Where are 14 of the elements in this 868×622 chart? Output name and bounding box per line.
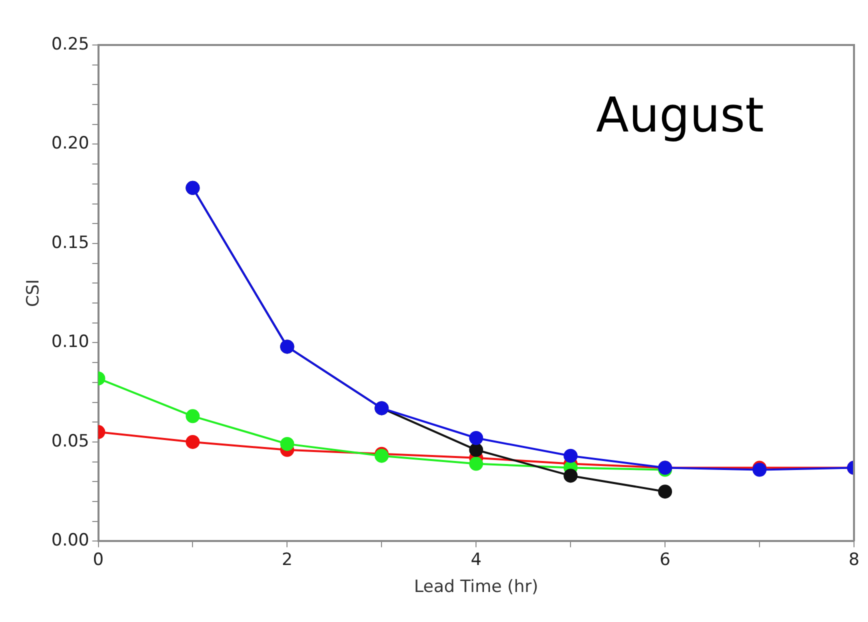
x-tick-label: 2 (282, 550, 293, 570)
x-tick-label: 8 (848, 550, 860, 570)
x-tick-label: 4 (470, 550, 482, 570)
y-tick-label: 0.25 (51, 34, 90, 54)
annotation: August (596, 87, 764, 144)
y-tick-label: 0.05 (51, 431, 90, 452)
y-tick-label: 0.10 (51, 332, 90, 352)
x-tick-label: 0 (92, 550, 104, 570)
x-tick-label: 6 (660, 550, 670, 570)
text: 0.00 (51, 530, 90, 551)
y-tick-label: 0.15 (51, 232, 90, 253)
y-axis-title: CSI (24, 279, 44, 307)
y-tick-label: 0.20 (51, 134, 90, 154)
x-axis-title: Lead Time (hr) (414, 577, 538, 598)
